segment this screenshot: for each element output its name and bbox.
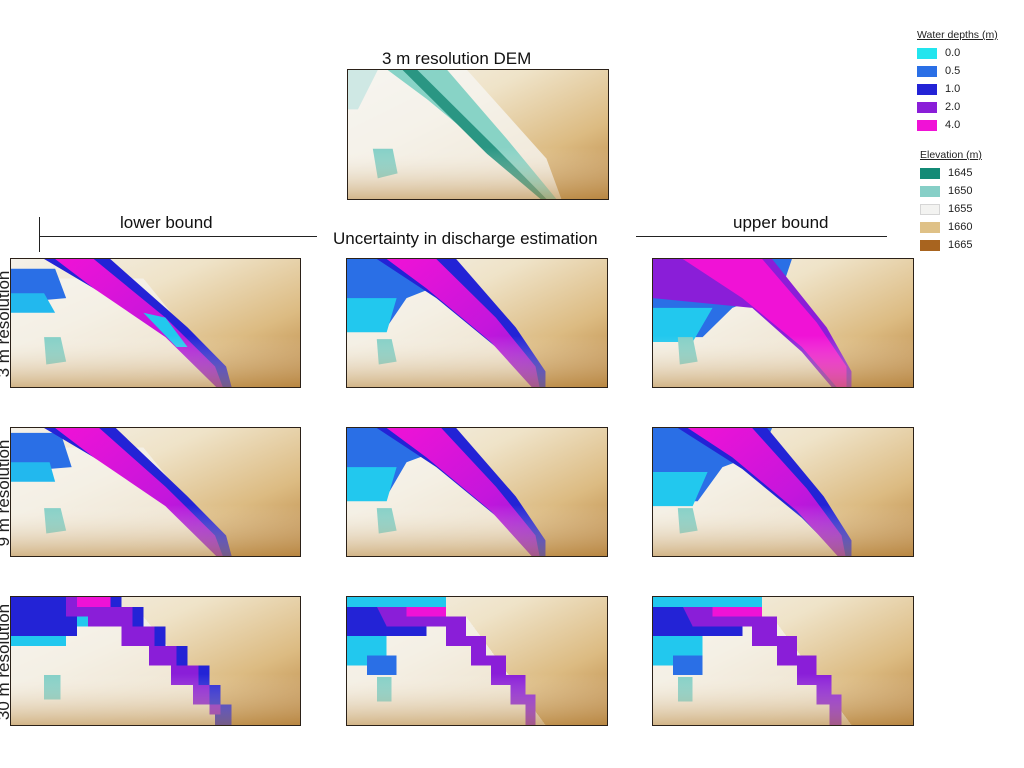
- water-depth-legend-title: Water depths (m): [917, 29, 998, 41]
- water-4-swatch: [917, 119, 937, 131]
- map-30m-upper: [652, 596, 914, 726]
- elev-1645-swatch: [920, 167, 940, 179]
- axis-line-left: [39, 236, 317, 237]
- axis-center-label: Uncertainty in discharge estimation: [333, 229, 598, 248]
- dem-map: [347, 69, 609, 200]
- map-3m-lower: [10, 258, 301, 388]
- elev-1665-swatch: [920, 239, 940, 251]
- water-legend-item: 2.0: [917, 100, 960, 114]
- dem-title: 3 m resolution DEM: [382, 49, 532, 68]
- elevation-legend-title: Elevation (m): [920, 149, 982, 161]
- water-legend-item: 0.0: [917, 46, 960, 60]
- elev-1655-swatch: [920, 203, 940, 215]
- water-legend-item: 4.0: [917, 118, 960, 132]
- axis-left-tick: [39, 217, 40, 252]
- map-3m-mid: [346, 258, 608, 388]
- elevation-legend-item: 1665: [920, 238, 972, 252]
- water-legend-item: 0.5: [917, 64, 960, 78]
- dem-terrain-image: [348, 70, 608, 199]
- elev-1660-swatch: [920, 221, 940, 233]
- water-legend-item: 1.0: [917, 82, 960, 96]
- elevation-legend-item: 1655: [920, 202, 972, 216]
- water-2-swatch: [917, 101, 937, 113]
- upper-bound-label: upper bound: [733, 213, 829, 232]
- axis-line-right: [636, 236, 887, 237]
- water-0-swatch: [917, 47, 937, 59]
- elevation-legend-item: 1650: [920, 184, 972, 198]
- water-0-5-swatch: [917, 65, 937, 77]
- water-1-swatch: [917, 83, 937, 95]
- map-9m-mid: [346, 427, 608, 557]
- elevation-legend-item: 1660: [920, 220, 972, 234]
- map-30m-mid: [346, 596, 608, 726]
- lower-bound-label: lower bound: [120, 213, 213, 232]
- map-9m-upper: [652, 427, 914, 557]
- elev-1650-swatch: [920, 185, 940, 197]
- map-3m-upper: [652, 258, 914, 388]
- elevation-legend-item: 1645: [920, 166, 972, 180]
- map-9m-lower: [10, 427, 301, 557]
- map-30m-lower: [10, 596, 301, 726]
